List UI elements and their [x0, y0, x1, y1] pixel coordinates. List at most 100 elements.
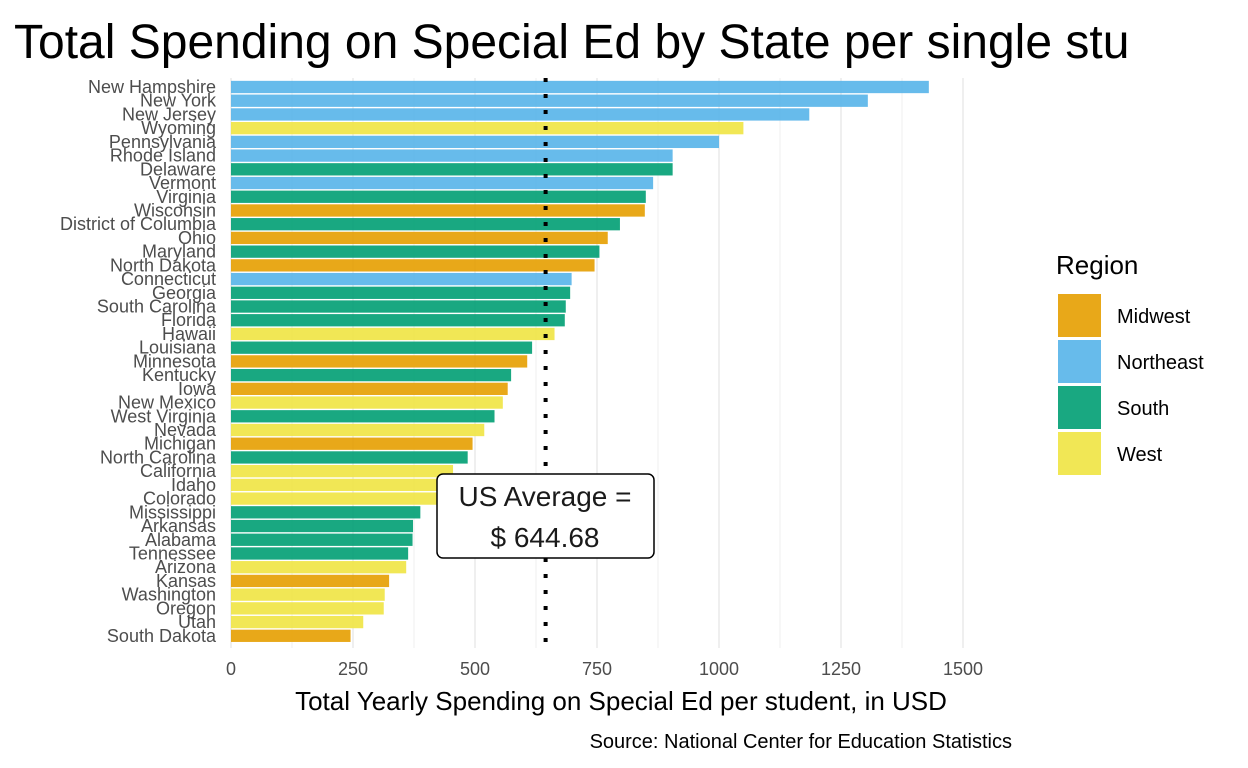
y-tick-label: Rhode Island: [110, 146, 216, 166]
bar-nevada: [231, 423, 485, 437]
us-average-label-line1: US Average =: [458, 481, 631, 512]
us-average-label-box: [436, 473, 655, 559]
y-tick-label: Connecticut: [121, 269, 216, 289]
chart-title: Total Spending on Special Ed by State pe…: [14, 16, 1129, 69]
bar-kentucky: [231, 368, 512, 382]
y-tick-label: New Mexico: [118, 393, 216, 413]
y-tick-label: Alabama: [145, 530, 217, 550]
y-tick-label: North Carolina: [100, 447, 217, 467]
legend-label-west: West: [1117, 444, 1163, 466]
y-tick-label: West Virginia: [111, 406, 217, 426]
x-tick-labels: 0 250 500 750 1000 1250 1500: [226, 659, 983, 679]
caption-source: Source: National Center for Education St…: [590, 731, 1012, 753]
y-tick-label: Washington: [122, 585, 216, 605]
legend-swatch-midwest: [1058, 294, 1101, 337]
bar-idaho: [231, 478, 446, 492]
x-tick-label: 500: [460, 659, 490, 679]
y-tick-label: Georgia: [152, 283, 217, 303]
x-tick-label: 1250: [821, 659, 861, 679]
bar-iowa: [231, 382, 508, 395]
y-tick-label: New York: [140, 91, 217, 111]
y-tick-label: Colorado: [143, 489, 216, 509]
bar-pennsylvania: [231, 135, 719, 149]
y-tick-label: Iowa: [178, 379, 217, 399]
bar-rhode-island: [231, 149, 673, 162]
y-tick-label: Florida: [161, 310, 217, 330]
bar-arizona: [231, 561, 407, 574]
x-tick-label: 250: [338, 659, 368, 679]
bar-california: [231, 465, 454, 478]
bar-new-mexico: [231, 396, 503, 409]
y-tick-label: District of Columbia: [60, 214, 217, 234]
y-tick-label: Nevada: [154, 420, 217, 440]
bar-arkansas: [231, 519, 414, 533]
y-tick-label: Arizona: [155, 557, 217, 577]
y-tick-label: Kansas: [156, 571, 216, 591]
bar-michigan: [231, 437, 473, 450]
bar-vermont: [231, 176, 654, 190]
bar-utah: [231, 615, 364, 629]
bar-virginia: [231, 190, 646, 203]
y-tick-label: Ohio: [178, 228, 216, 248]
bar-washington: [231, 588, 385, 601]
x-axis-title: Total Yearly Spending on Special Ed per …: [295, 686, 947, 716]
x-tick-label: 750: [582, 659, 612, 679]
x-tick-label: 0: [226, 659, 236, 679]
y-tick-label: Maryland: [142, 242, 216, 262]
y-tick-label: South Dakota: [107, 626, 217, 646]
legend-title: Region: [1056, 250, 1138, 280]
y-tick-label: Utah: [178, 612, 216, 632]
x-tick-label: 1000: [699, 659, 739, 679]
legend-swatch-west: [1058, 432, 1101, 475]
y-tick-label: Tennessee: [129, 543, 216, 563]
y-tick-label: Idaho: [171, 475, 216, 495]
y-tick-label: Michigan: [144, 434, 216, 454]
bar-mississippi: [231, 506, 421, 519]
y-tick-label: Pennsylvania: [109, 132, 217, 152]
bar-wyoming: [231, 122, 744, 135]
bar-oregon: [231, 602, 384, 615]
y-tick-label: Delaware: [140, 159, 216, 179]
bar-kansas: [231, 574, 390, 588]
y-tick-label: Louisiana: [139, 338, 217, 358]
bar-delaware: [231, 163, 673, 176]
y-tick-label: Vermont: [149, 173, 216, 193]
bar-tennessee: [231, 547, 409, 560]
legend-swatch-south: [1058, 386, 1101, 429]
bar-georgia: [231, 286, 571, 299]
y-tick-label: North Dakota: [110, 255, 217, 275]
bar-minnesota: [231, 355, 528, 368]
bar-florida: [231, 314, 565, 327]
y-tick-label: Virginia: [156, 187, 217, 207]
y-tick-label: New Hampshire: [88, 77, 216, 97]
y-tick-label: Arkansas: [141, 516, 216, 536]
bar-ohio: [231, 231, 608, 245]
y-tick-label: Wisconsin: [134, 200, 216, 220]
legend-swatch-northeast: [1058, 340, 1101, 383]
us-average-annotation: US Average = $ 644.68: [436, 473, 655, 559]
bar-south-carolina: [231, 300, 566, 313]
x-tick-label: 1500: [943, 659, 983, 679]
y-tick-label: New Jersey: [122, 104, 216, 124]
bar-maryland: [231, 245, 600, 258]
y-tick-label: Hawaii: [162, 324, 216, 344]
y-tick-label: Wyoming: [141, 118, 216, 138]
legend-items: Midwest Northeast South West: [1058, 294, 1204, 475]
bar-district-of-columbia: [231, 218, 620, 231]
bar-colorado: [231, 492, 441, 505]
bar-north-carolina: [231, 451, 468, 464]
y-tick-label: Mississippi: [129, 502, 216, 522]
legend-label-south: South: [1117, 398, 1169, 420]
y-tick-label: South Carolina: [97, 297, 217, 317]
y-tick-label: Oregon: [156, 598, 216, 618]
y-tick-label: Minnesota: [133, 351, 217, 371]
us-average-label-line2: $ 644.68: [491, 522, 600, 553]
bar-alabama: [231, 533, 413, 546]
y-tick-label: California: [140, 461, 217, 481]
bar-louisiana: [231, 341, 533, 354]
bar-hawaii: [231, 327, 555, 341]
legend-label-northeast: Northeast: [1117, 352, 1204, 374]
bar-new-york: [231, 94, 868, 107]
